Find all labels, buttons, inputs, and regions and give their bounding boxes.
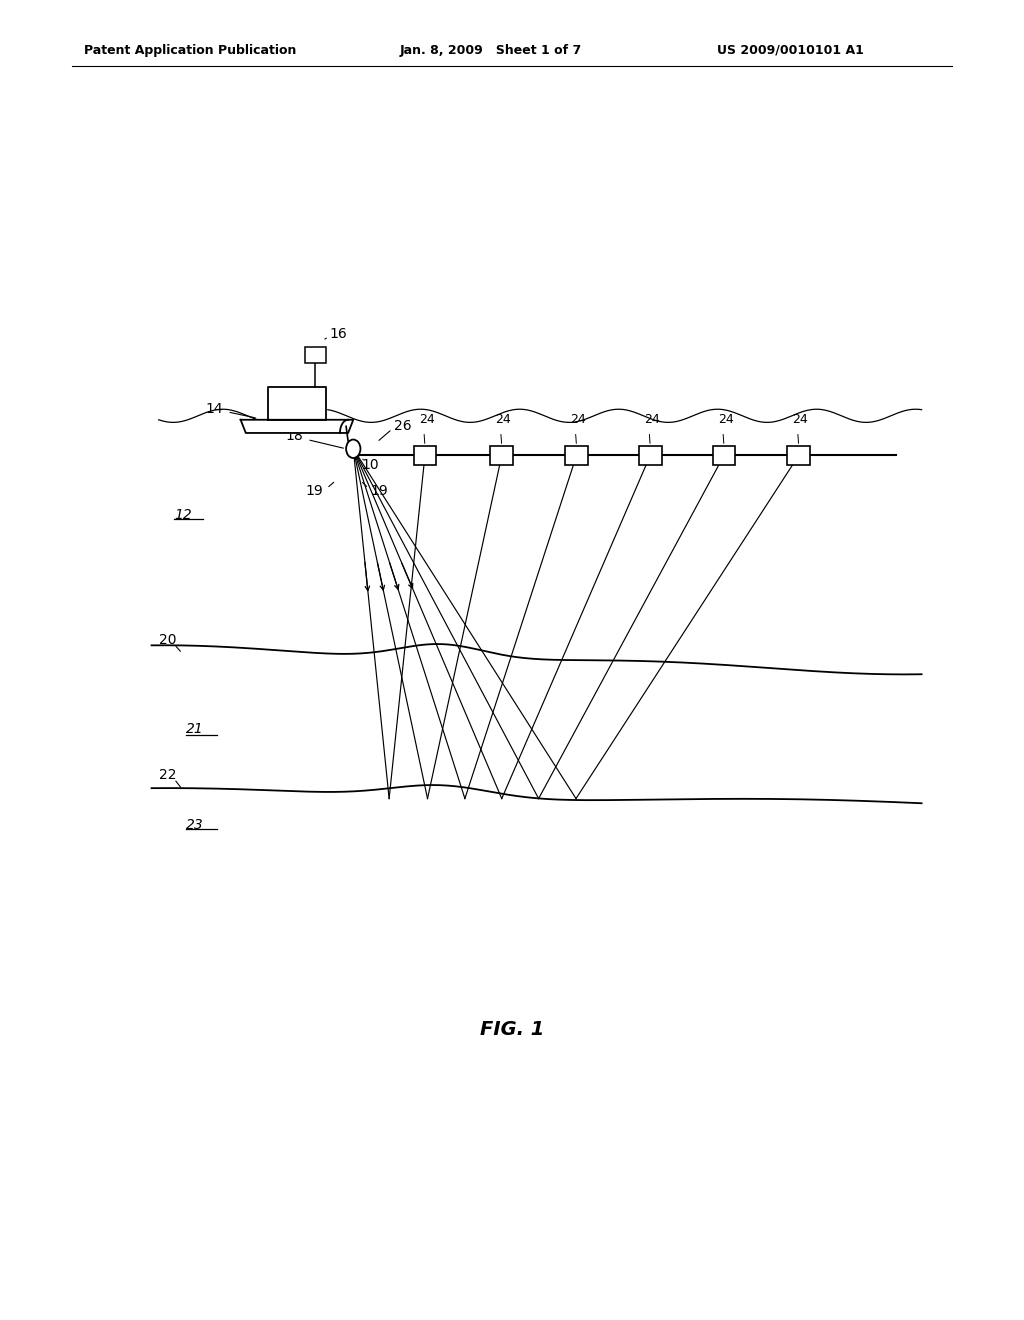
Text: 22: 22 [159,768,176,781]
Text: 24: 24 [419,413,434,426]
FancyBboxPatch shape [787,446,810,465]
Text: 26: 26 [394,420,412,433]
Text: 21: 21 [186,722,204,737]
Polygon shape [268,387,326,420]
Text: 10: 10 [361,458,379,471]
Text: 24: 24 [793,413,808,426]
Text: 18: 18 [286,429,303,442]
FancyBboxPatch shape [565,446,588,465]
Text: 24: 24 [496,413,511,426]
Text: Patent Application Publication: Patent Application Publication [84,44,296,57]
Text: FIG. 1: FIG. 1 [480,1020,544,1039]
Text: 24: 24 [570,413,586,426]
Text: 19: 19 [306,484,324,498]
Text: 12: 12 [174,508,191,521]
Text: 24: 24 [644,413,659,426]
Text: 23: 23 [186,818,204,832]
FancyBboxPatch shape [713,446,735,465]
FancyBboxPatch shape [414,446,436,465]
FancyBboxPatch shape [639,446,662,465]
Text: 19: 19 [371,484,388,498]
Text: 14: 14 [206,403,223,416]
Text: US 2009/0010101 A1: US 2009/0010101 A1 [717,44,863,57]
Text: 20: 20 [159,634,176,647]
FancyBboxPatch shape [490,446,513,465]
Text: 24: 24 [718,413,733,426]
Text: Jan. 8, 2009   Sheet 1 of 7: Jan. 8, 2009 Sheet 1 of 7 [399,44,582,57]
Circle shape [346,440,360,458]
FancyBboxPatch shape [305,347,326,363]
Polygon shape [241,420,353,433]
Text: 16: 16 [330,327,347,341]
